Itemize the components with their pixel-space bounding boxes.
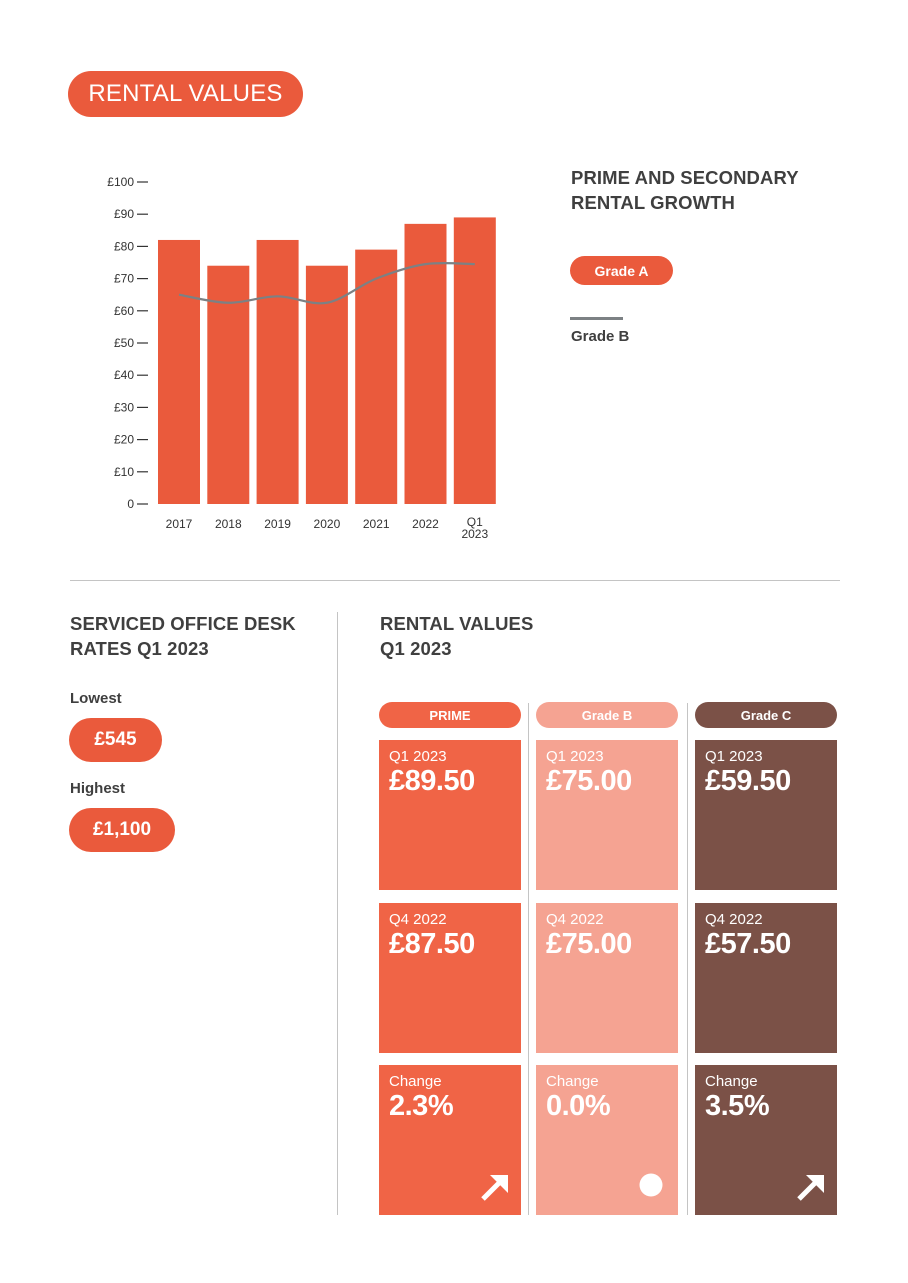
desk-rates-title-line2: RATES Q1 2023 xyxy=(70,638,209,659)
tile-value: £57.50 xyxy=(705,928,791,960)
tile-prime-change: Change 2.3% xyxy=(379,1065,521,1215)
y-tick-label: £50 xyxy=(114,336,134,350)
tile-value: £89.50 xyxy=(389,765,475,797)
tile-value: £75.00 xyxy=(546,765,632,797)
chart-title-text: PRIME AND SECONDARY RENTAL GROWTH xyxy=(571,167,799,213)
tile-label: Q4 2022 xyxy=(546,911,604,928)
lowest-label: Lowest xyxy=(70,690,122,707)
legend-grade-b-swatch xyxy=(570,317,623,320)
section-title-pill: RENTAL VALUES xyxy=(68,71,303,117)
tile-label: Change xyxy=(705,1073,758,1090)
bar-grade-a xyxy=(207,265,250,504)
x-tick-label: Q1 2023 xyxy=(461,515,488,541)
line-grade-b xyxy=(178,261,475,305)
column-header-grade-c: Grade C xyxy=(695,702,837,728)
bar-grade-a xyxy=(404,223,447,505)
y-tick-label: £30 xyxy=(114,400,134,414)
tile-label: Q1 2023 xyxy=(389,748,447,765)
dot-icon xyxy=(639,1173,663,1197)
x-tick-label: 2017 xyxy=(166,517,193,531)
bar-grade-a xyxy=(305,265,348,504)
bar-grade-a xyxy=(158,239,200,504)
tile-label: Change xyxy=(389,1073,442,1090)
lowest-value-pill: £545 xyxy=(69,718,162,762)
y-tick-label: £60 xyxy=(114,304,134,318)
tile-prime-q4-2022: Q4 2022 £87.50 xyxy=(379,903,521,1053)
y-tick-label: £70 xyxy=(114,272,134,286)
y-tick-label: £20 xyxy=(114,433,134,447)
tile-value: £59.50 xyxy=(705,765,791,797)
tile-value: 2.3% xyxy=(389,1090,454,1122)
tile-label: Q4 2022 xyxy=(705,911,763,928)
tile-grade-b-q1-2023: Q1 2023 £75.00 xyxy=(536,740,678,890)
tile-value: £87.50 xyxy=(389,928,475,960)
y-tick-label: £40 xyxy=(114,368,134,382)
tile-label: Q1 2023 xyxy=(546,748,604,765)
highest-value-pill: £1,100 xyxy=(69,808,175,852)
tile-label: Q4 2022 xyxy=(389,911,447,928)
legend-grade-a: Grade A xyxy=(570,256,673,285)
arrow-up-right-icon xyxy=(797,1175,824,1201)
rental-values-title: RENTAL VALUES Q1 2023 xyxy=(380,611,640,661)
y-tick-label: £90 xyxy=(114,207,134,221)
bar-grade-a xyxy=(453,217,496,505)
rental-values-title-line2: Q1 2023 xyxy=(380,638,452,659)
grid-divider xyxy=(528,703,529,1215)
desk-rates-title-line1: SERVICED OFFICE DESK xyxy=(70,613,296,634)
tile-grade-c-change: Change 3.5% xyxy=(695,1065,837,1215)
x-tick-label: 2022 xyxy=(412,517,439,531)
desk-rates-title: SERVICED OFFICE DESK RATES Q1 2023 xyxy=(70,611,330,661)
tile-value: £75.00 xyxy=(546,928,632,960)
tile-prime-q1-2023: Q1 2023 £89.50 xyxy=(379,740,521,890)
tile-grade-b-change: Change 0.0% xyxy=(536,1065,678,1215)
x-tick-label: 2018 xyxy=(215,517,242,531)
column-divider xyxy=(337,612,338,1215)
x-tick-label: 2019 xyxy=(264,517,291,531)
y-tick-label: 0 xyxy=(127,497,134,511)
chart-title: PRIME AND SECONDARY RENTAL GROWTH xyxy=(571,165,841,215)
rental-growth-chart: £100£90£80£70£60£50£40£30£20£100 2017 201… xyxy=(107,175,496,541)
arrow-up-right-icon xyxy=(481,1175,508,1201)
column-header-prime: PRIME xyxy=(379,702,521,728)
grid-divider xyxy=(687,703,688,1215)
x-tick-label: 2020 xyxy=(314,517,341,531)
x-tick-label: 2021 xyxy=(363,517,390,531)
tile-label: Q1 2023 xyxy=(705,748,763,765)
y-tick-label: £100 xyxy=(107,175,134,189)
tile-value: 3.5% xyxy=(705,1090,770,1122)
bar-grade-a xyxy=(256,239,299,504)
legend-grade-b: Grade B xyxy=(571,328,630,345)
highest-label: Highest xyxy=(70,780,126,797)
column-header-grade-b: Grade B xyxy=(536,702,678,728)
tile-grade-b-q4-2022: Q4 2022 £75.00 xyxy=(536,903,678,1053)
y-tick-label: £80 xyxy=(114,239,134,253)
tile-grade-c-q1-2023: Q1 2023 £59.50 xyxy=(695,740,837,890)
y-tick-label: £10 xyxy=(114,465,134,479)
bar-grade-a xyxy=(355,249,398,504)
section-divider xyxy=(70,580,840,581)
tile-grade-c-q4-2022: Q4 2022 £57.50 xyxy=(695,903,837,1053)
rental-values-title-line1: RENTAL VALUES xyxy=(380,613,534,634)
tile-value: 0.0% xyxy=(546,1090,611,1122)
tile-label: Change xyxy=(546,1073,599,1090)
